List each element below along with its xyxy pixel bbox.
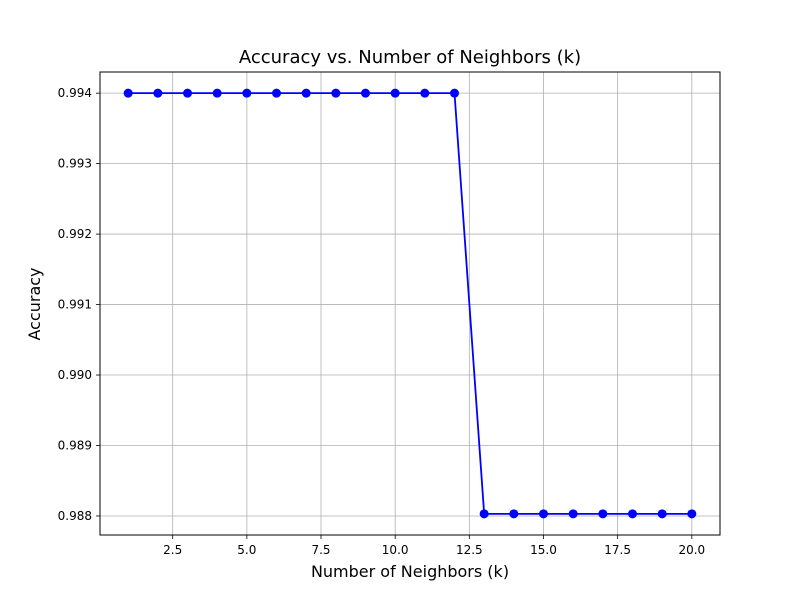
x-axis-ticks: 2.5 5.0 7.5 10.0 12.5 15.0 17.5 20.0: [163, 535, 705, 557]
x-tick-label: 7.5: [311, 543, 330, 557]
data-point: [212, 88, 222, 98]
y-tick-label: 0.991: [58, 298, 92, 312]
y-tick-label: 0.989: [58, 439, 92, 453]
data-point: [390, 88, 400, 98]
y-tick-label: 0.988: [58, 509, 92, 523]
x-tick-label: 20.0: [678, 543, 705, 557]
x-tick-label: 2.5: [163, 543, 182, 557]
series-line: [128, 92, 692, 515]
grid: [100, 72, 720, 535]
plot-frame: [99, 71, 721, 536]
data-point: [272, 88, 282, 98]
data-point: [420, 88, 430, 98]
data-point: [361, 88, 371, 98]
data-point: [479, 509, 489, 519]
data-point: [183, 88, 193, 98]
y-axis-ticks: 0.988 0.989 0.990 0.991 0.992 0.993 0.994: [58, 86, 100, 523]
data-point: [331, 88, 341, 98]
x-tick-label: 15.0: [530, 543, 557, 557]
data-point: [449, 88, 459, 98]
data-point: [153, 88, 163, 98]
y-tick-label: 0.990: [58, 368, 92, 382]
data-point: [657, 509, 667, 519]
data-series: [123, 88, 697, 519]
x-tick-label: 12.5: [456, 543, 483, 557]
data-point: [538, 509, 548, 519]
data-point: [242, 88, 252, 98]
y-tick-label: 0.992: [58, 227, 92, 241]
y-axis-label: Accuracy: [25, 267, 44, 340]
x-tick-label: 10.0: [382, 543, 409, 557]
data-point: [509, 509, 519, 519]
x-tick-label: 17.5: [604, 543, 631, 557]
data-point: [687, 509, 697, 519]
data-point: [598, 509, 608, 519]
y-tick-label: 0.994: [58, 86, 92, 100]
x-axis-label: Number of Neighbors (k): [311, 562, 509, 581]
chart-title: Accuracy vs. Number of Neighbors (k): [239, 47, 581, 68]
data-point: [123, 88, 133, 98]
x-tick-label: 5.0: [237, 543, 256, 557]
y-tick-label: 0.993: [58, 157, 92, 171]
data-point: [301, 88, 311, 98]
data-point: [627, 509, 637, 519]
data-point: [568, 509, 578, 519]
